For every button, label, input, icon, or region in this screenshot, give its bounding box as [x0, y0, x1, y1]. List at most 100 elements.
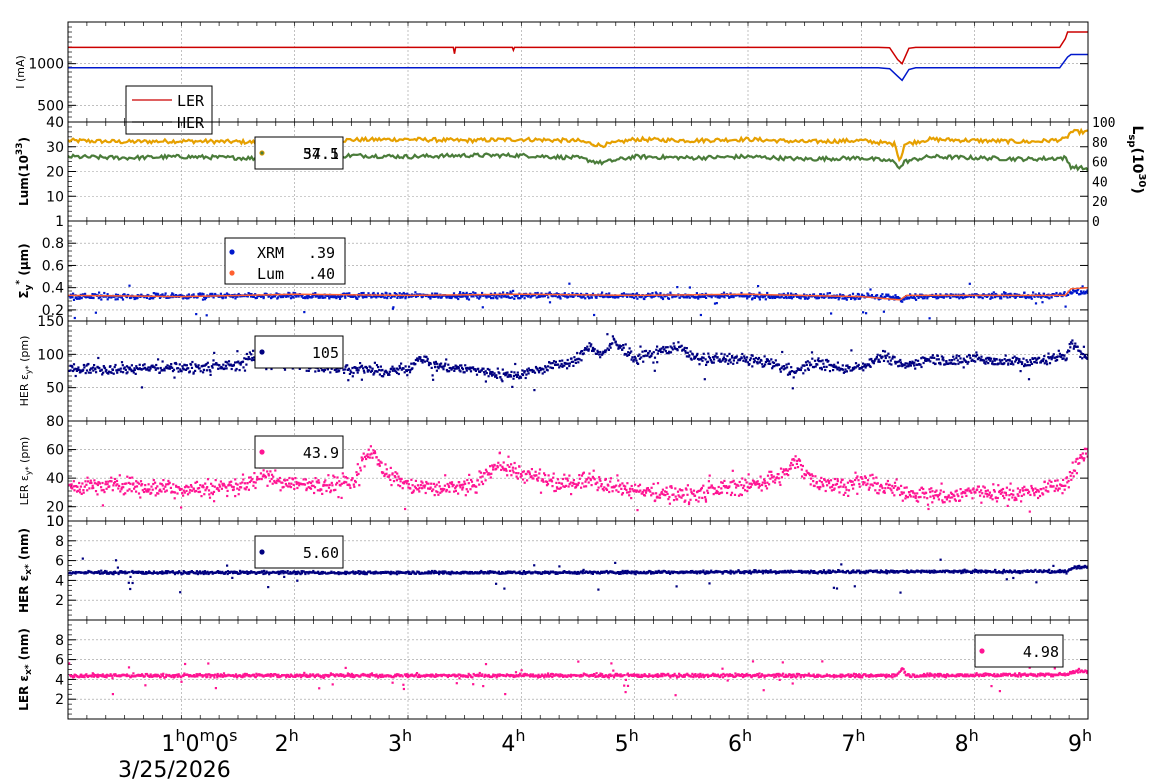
data-point [297, 481, 300, 484]
data-point [745, 481, 748, 484]
data-point [338, 297, 342, 300]
data-point [806, 360, 809, 363]
data-point [159, 366, 162, 370]
data-point [1032, 357, 1035, 360]
data-point [68, 369, 71, 372]
data-point [820, 296, 824, 299]
data-point [656, 495, 659, 498]
data-point [124, 368, 127, 371]
data-point [1014, 360, 1017, 363]
data-point [125, 365, 129, 368]
data-point [203, 493, 206, 496]
data-point [222, 482, 225, 485]
data-point [307, 295, 310, 298]
data-point [977, 485, 980, 488]
data-point [652, 351, 655, 354]
data-point [952, 355, 955, 358]
data-point [229, 484, 232, 487]
data-point [450, 296, 453, 300]
data-point [79, 296, 82, 299]
data-point [1062, 484, 1065, 487]
data-point [921, 491, 924, 494]
data-point [1008, 359, 1011, 362]
data-point [165, 367, 169, 370]
data-point [792, 295, 795, 298]
data-point [920, 365, 923, 369]
data-point [84, 480, 87, 483]
data-point [928, 488, 931, 491]
data-point [324, 479, 327, 482]
data-point [181, 294, 184, 297]
data-point [359, 469, 362, 472]
data-point [810, 473, 813, 476]
data-point [903, 486, 906, 489]
data-point [579, 292, 583, 295]
data-point [1077, 293, 1081, 296]
data-point [857, 479, 860, 482]
data-point [590, 296, 593, 299]
data-point [924, 357, 927, 360]
data-point [564, 295, 567, 298]
data-point [564, 484, 568, 487]
data-point [947, 494, 950, 497]
data-point [173, 491, 177, 494]
data-point [162, 487, 165, 490]
data-point [726, 491, 729, 495]
data-point [819, 367, 822, 370]
data-point [468, 368, 471, 371]
data-point [562, 364, 565, 367]
data-point [184, 364, 187, 367]
data-point [900, 484, 903, 487]
data-point [219, 367, 222, 370]
data-point [506, 375, 509, 378]
data-point [250, 293, 253, 296]
data-point [481, 306, 484, 309]
data-point [288, 292, 291, 295]
data-point [860, 367, 863, 370]
data-point [757, 486, 760, 489]
data-point [593, 313, 596, 317]
data-point [989, 496, 992, 499]
data-point [649, 490, 652, 493]
data-point [479, 296, 482, 299]
data-point [717, 359, 720, 362]
data-point [611, 335, 614, 338]
data-point [188, 370, 191, 373]
data-point [514, 362, 517, 366]
data-point [716, 490, 719, 494]
data-point [815, 297, 818, 300]
data-point [817, 357, 820, 360]
data-point [1066, 351, 1069, 354]
data-point [896, 360, 899, 364]
data-point [945, 295, 948, 298]
data-point [1061, 492, 1064, 495]
data-point [561, 477, 564, 481]
data-point [546, 483, 550, 486]
data-point [378, 368, 381, 372]
data-point [939, 363, 942, 366]
data-point [927, 507, 930, 511]
data-point [882, 359, 886, 362]
data-point [181, 365, 184, 368]
data-point [950, 361, 953, 364]
data-point [758, 298, 761, 301]
data-point [425, 482, 429, 485]
data-point [1042, 292, 1046, 295]
data-point [451, 485, 454, 488]
data-point [876, 491, 879, 495]
data-point [92, 369, 95, 372]
data-point [230, 295, 233, 298]
data-point [965, 360, 968, 363]
data-point [864, 366, 867, 369]
y2-axis-label: Lsp(1030) [1126, 126, 1147, 194]
data-point [987, 358, 990, 361]
data-point [770, 295, 774, 298]
data-point [879, 485, 882, 488]
data-point [508, 469, 512, 472]
data-point [271, 482, 274, 485]
data-point [729, 481, 732, 484]
data-point [376, 463, 379, 466]
data-point [182, 489, 185, 492]
data-point [820, 481, 823, 484]
data-point [863, 475, 867, 478]
